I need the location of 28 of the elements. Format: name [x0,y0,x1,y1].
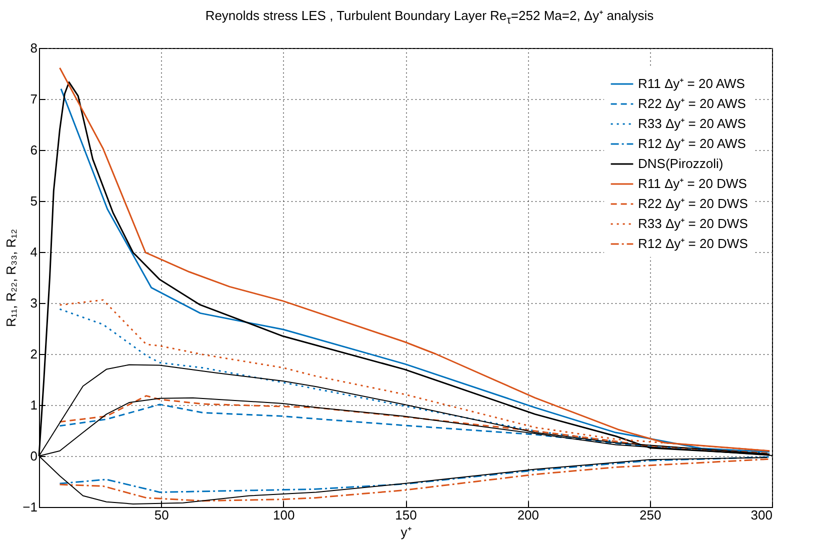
x-tick-label: 150 [395,508,417,522]
legend-label: R22 Δy⁺ = 20 AWS [638,96,746,111]
y-tick-label: −1 [22,500,38,514]
y-tick-label: 5 [30,194,38,208]
legend-label: R11 Δy⁺ = 20 AWS [638,76,746,91]
y-tick-label: 8 [30,40,38,56]
y-axis-title: R₁₁, R₂₂, R₃₃, R₁₂ [4,228,19,328]
legend-label: DNS(Pirozzoli) [638,156,724,171]
x-tick-label: 250 [639,508,662,522]
y-tick-label: 0 [30,448,38,464]
y-tick-label: 3 [30,296,38,310]
y-tick-label: 6 [30,142,38,158]
legend-label: R12 Δy⁺ = 20 AWS [638,136,746,151]
legend-label: R33 Δy⁺ = 20 AWS [638,116,746,131]
y-tick-label: 1 [30,398,38,412]
y-tick-label: 7 [30,92,38,106]
y-tick-label: 4 [30,244,38,260]
legend-label: R33 Δy⁺ = 20 DWS [638,216,748,231]
chart-title: Reynolds stress LES , Turbulent Boundary Layer Re$_{τ}$=252 Ma=2, Δy⁺ analysis [204,7,655,27]
x-tick-label: 100 [272,508,295,522]
x-tick-label: 200 [517,508,540,522]
x-tick-label: 50 [154,508,169,522]
x-axis-title: y⁺ [400,524,412,540]
legend-label: R12 Δy⁺ = 20 DWS [638,236,748,251]
x-tick-label: 300 [750,508,772,522]
y-tick-label: 2 [30,346,38,362]
legend-label: R22 Δy⁺ = 20 DWS [638,196,748,211]
legend-label: R11 Δy⁺ = 20 DWS [638,176,748,191]
